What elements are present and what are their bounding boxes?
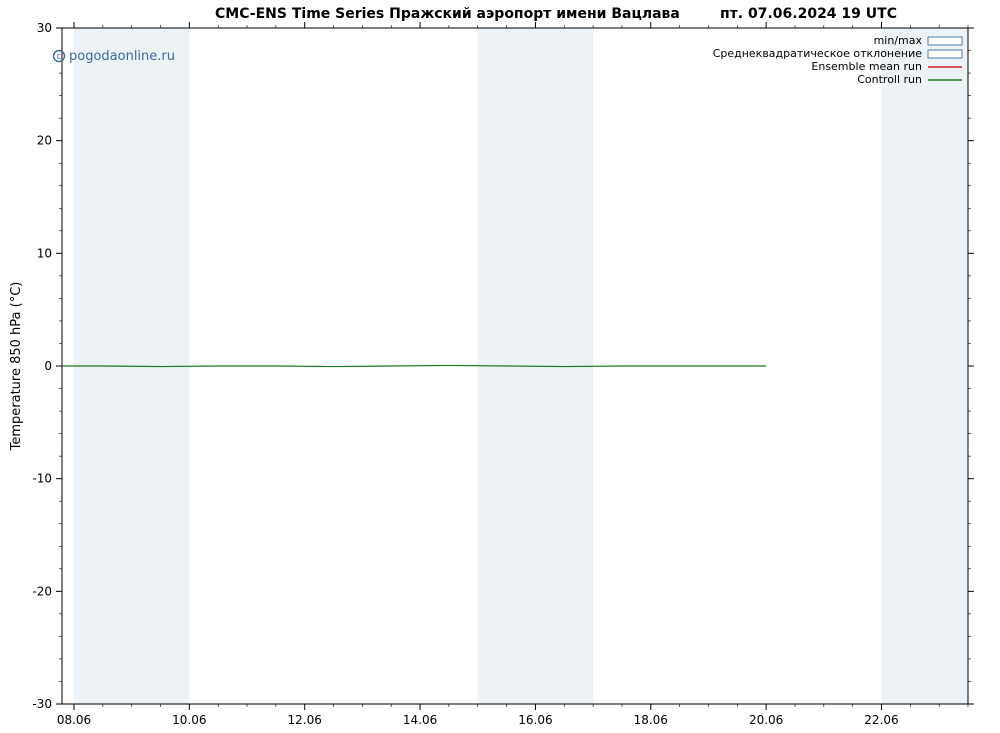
chart-title-left: CMC-ENS Time Series Пражский аэропорт им…: [215, 6, 680, 22]
legend-swatch: [928, 50, 962, 58]
x-tick-label: 20.06: [749, 713, 783, 727]
y-tick-label: 30: [37, 21, 52, 35]
legend-label: Среднеквадратическое отклонение: [713, 47, 923, 60]
svg-text:c: c: [57, 52, 62, 62]
y-tick-label: -10: [32, 472, 52, 486]
y-tick-label: -30: [32, 697, 52, 711]
legend-label: Controll run: [857, 73, 922, 86]
x-tick-label: 08.06: [57, 713, 91, 727]
x-tick-label: 16.06: [518, 713, 552, 727]
y-tick-label: 0: [44, 359, 52, 373]
legend-swatch: [928, 37, 962, 45]
chart-title-right: пт. 07.06.2024 19 UTC: [720, 6, 897, 22]
y-axis-label: Temperature 850 hPa (°C): [9, 282, 24, 452]
y-tick-label: -20: [32, 584, 52, 598]
x-tick-label: 10.06: [172, 713, 206, 727]
weekend-band: [881, 28, 968, 704]
svg-text:pogodaonline.ru: pogodaonline.ru: [69, 49, 175, 64]
x-tick-label: 22.06: [864, 713, 898, 727]
chart-svg: -30 -20 -10 0 10 20 30 08.06 10.06 12.06 14.06 16.0…: [0, 0, 1000, 733]
x-tick-label: 18.06: [634, 713, 668, 727]
watermark: c pogodaonline.ru: [54, 49, 176, 64]
legend-label: min/max: [874, 34, 923, 47]
x-tick-label: 14.06: [403, 713, 437, 727]
x-tick-label: 12.06: [288, 713, 322, 727]
legend-label: Ensemble mean run: [811, 60, 922, 73]
y-tick-label: 20: [37, 134, 52, 148]
y-tick-label: 10: [37, 246, 52, 260]
temperature-850hpa-chart: -30 -20 -10 0 10 20 30 08.06 10.06 12.06 14.06 16.0…: [0, 0, 1000, 733]
